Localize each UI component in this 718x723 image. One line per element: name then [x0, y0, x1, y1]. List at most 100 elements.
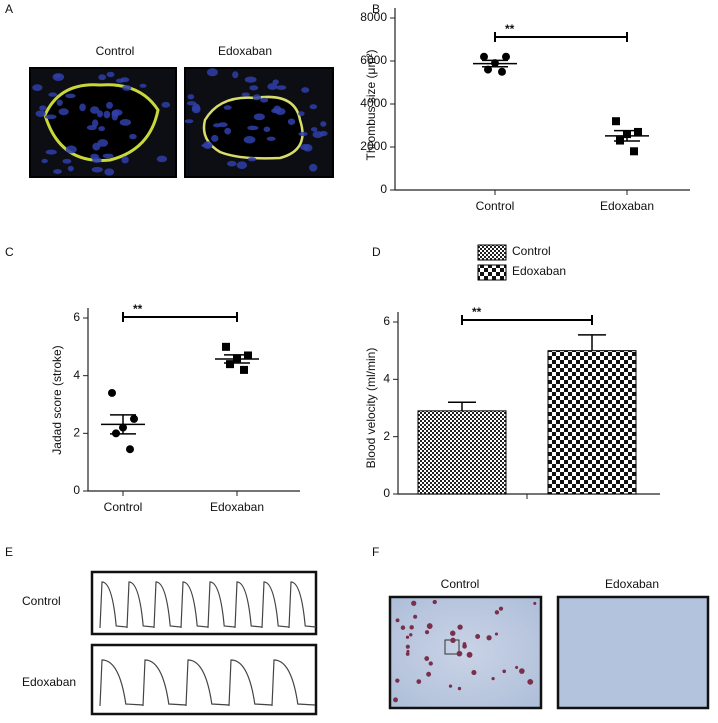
nucleus — [224, 127, 232, 135]
stained-cell — [527, 678, 534, 685]
y-tick-label: 0 — [380, 182, 387, 196]
nucleus — [287, 118, 296, 125]
data-point — [634, 127, 642, 136]
x-tick-label: Control — [104, 500, 143, 514]
panel-letter: B — [372, 2, 380, 16]
stained-cell — [519, 668, 525, 674]
nucleus — [92, 157, 102, 164]
stained-cell — [426, 671, 432, 677]
error-bar — [482, 59, 508, 68]
annotation: ** — [472, 305, 482, 319]
data-point — [498, 67, 506, 76]
nucleus — [39, 105, 47, 111]
stained-cell — [405, 644, 410, 649]
error-bar — [224, 354, 250, 364]
y-tick-label: 6 — [73, 310, 80, 324]
nucleus — [35, 110, 46, 117]
panel-letter: A — [5, 2, 13, 16]
image-label: Control — [441, 577, 480, 591]
stained-cell — [494, 632, 499, 636]
significance-bracket — [122, 312, 238, 322]
vessel — [43, 83, 160, 162]
nucleus — [244, 76, 257, 83]
nucleus — [62, 158, 72, 164]
stained-cell — [428, 661, 433, 666]
nucleus — [252, 94, 262, 101]
nucleus — [79, 103, 86, 112]
nucleus — [226, 160, 237, 167]
error-bar — [614, 129, 640, 142]
stained-cell — [416, 679, 422, 684]
nucleus — [319, 130, 328, 137]
stained-cell — [498, 606, 504, 611]
nucleus — [187, 94, 195, 100]
error-bar — [448, 401, 476, 411]
nucleus — [266, 136, 276, 141]
nucleus — [309, 163, 318, 172]
nucleus — [161, 101, 171, 108]
nucleus — [48, 92, 58, 97]
error-bar — [110, 414, 136, 435]
data-point — [222, 342, 230, 351]
nucleus — [320, 121, 327, 127]
trace — [99, 581, 317, 629]
significance-bracket — [461, 315, 593, 325]
nucleus — [44, 114, 57, 120]
y-axis-label: Jadad score (stroke) — [50, 345, 64, 454]
stained-cell — [395, 678, 400, 683]
stained-cell — [411, 600, 417, 606]
stained-cell — [491, 676, 495, 681]
nucleus — [243, 135, 256, 144]
trace — [99, 659, 316, 707]
data-point — [612, 117, 620, 126]
nucleus — [91, 119, 99, 127]
y-tick-label: 4 — [73, 368, 80, 382]
nucleus — [236, 161, 248, 170]
nucleus — [253, 113, 265, 121]
y-tick-label: 6000 — [360, 53, 387, 67]
nucleus — [223, 105, 232, 110]
nucleus — [91, 166, 103, 173]
nucleus — [53, 169, 62, 175]
panels: A Control Edoxaban E Control Edoxaban F … — [5, 2, 710, 716]
data-point — [108, 388, 116, 397]
nucleus — [303, 144, 313, 152]
nucleus — [45, 149, 57, 155]
micrograph — [388, 595, 543, 710]
nucleus — [102, 153, 114, 159]
nucleus — [260, 97, 269, 103]
nucleus — [54, 73, 61, 78]
image-label: Edoxaban — [218, 44, 272, 58]
data-point — [240, 365, 248, 374]
nucleus — [301, 87, 310, 93]
stained-cell — [502, 669, 507, 674]
nucleus — [122, 84, 132, 91]
legend-label: Edoxaban — [512, 264, 566, 278]
nucleus — [202, 141, 213, 150]
x-tick-label: Edoxaban — [600, 199, 654, 213]
nucleus — [106, 71, 115, 78]
nucleus — [276, 85, 287, 90]
y-tick-label: 4000 — [360, 96, 387, 110]
stained-cell — [409, 625, 414, 630]
stained-cell — [400, 625, 406, 630]
nucleus — [119, 119, 132, 126]
annotation: ** — [133, 302, 143, 316]
stained-cell — [486, 635, 492, 641]
stained-cell — [409, 633, 413, 637]
stained-cell — [424, 656, 430, 661]
nucleus — [184, 119, 194, 124]
annotation: ** — [505, 22, 515, 36]
nucleus — [211, 134, 219, 142]
nucleus — [218, 122, 228, 128]
nucleus — [121, 156, 129, 164]
nucleus — [97, 139, 109, 147]
trace-label: Edoxaban — [22, 675, 76, 689]
nucleus — [263, 126, 271, 133]
stained-cell — [475, 634, 481, 639]
trace-label: Control — [22, 594, 61, 608]
stained-cell — [466, 651, 473, 658]
nucleus — [298, 111, 305, 117]
stained-cell — [393, 697, 398, 703]
